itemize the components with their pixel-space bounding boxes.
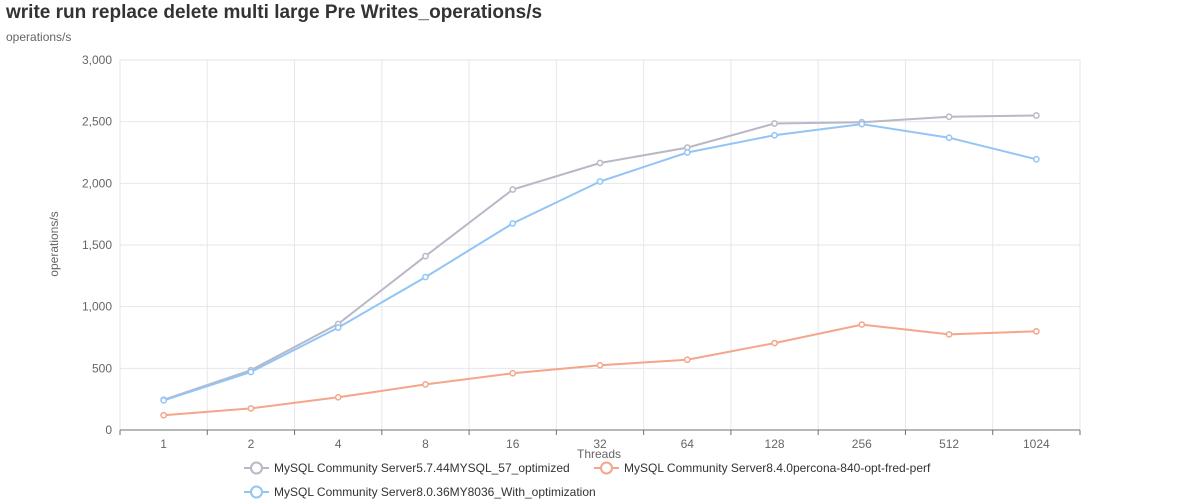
data-point bbox=[422, 252, 429, 260]
x-tick-label: 4 bbox=[335, 437, 342, 451]
data-point bbox=[1033, 112, 1040, 119]
data-point bbox=[858, 321, 866, 328]
data-point bbox=[1033, 155, 1040, 163]
data-point bbox=[596, 159, 604, 167]
data-point bbox=[945, 113, 953, 121]
x-tick-label: 1 bbox=[160, 437, 167, 451]
legend-label: MySQL Community Server5.7.44MYSQL_57_opt… bbox=[274, 461, 570, 475]
legend-circle bbox=[250, 485, 263, 499]
legend-item[interactable]: MySQL Community Server5.7.44MYSQL_57_opt… bbox=[244, 461, 570, 475]
x-tick-label: 256 bbox=[852, 437, 872, 451]
data-point bbox=[945, 331, 953, 338]
data-point bbox=[422, 381, 429, 388]
data-point bbox=[160, 411, 167, 419]
data-point bbox=[509, 369, 517, 377]
series-1 bbox=[160, 112, 1040, 404]
legend-line-circle-icon bbox=[244, 461, 269, 475]
x-tick-label: 1024 bbox=[1023, 437, 1050, 451]
data-point bbox=[422, 273, 429, 281]
data-point bbox=[771, 120, 778, 127]
legend-circle bbox=[250, 461, 263, 475]
legend-line-circle-icon bbox=[594, 461, 619, 475]
line-chart: 0 500 1,000 1,500 2,000 2,500 3,000 1 2 4 8 16 32 64 1… bbox=[47, 53, 1081, 460]
x-tick-label: 512 bbox=[939, 437, 959, 451]
data-point bbox=[509, 220, 517, 227]
legend: MySQL Community Server5.7.44MYSQL_57_opt… bbox=[0, 458, 1200, 500]
legend-item[interactable]: MySQL Community Server8.4.0percona-840-o… bbox=[594, 461, 930, 475]
chart-title: write run replace delete multi large Pre… bbox=[6, 2, 543, 23]
y-tick-label: 1,000 bbox=[82, 300, 112, 314]
data-point bbox=[945, 134, 953, 142]
data-point bbox=[160, 397, 167, 404]
axes: 0 500 1,000 1,500 2,000 2,500 3,000 1 2 4 8 16 32 64 1… bbox=[82, 53, 1081, 451]
data-point bbox=[683, 356, 691, 364]
series-2 bbox=[160, 321, 1040, 419]
data-point bbox=[858, 120, 866, 128]
legend-item[interactable]: MySQL Community Server8.0.36MY8036_With_… bbox=[244, 485, 596, 499]
y-tick-label: 2,500 bbox=[82, 115, 112, 129]
data-point bbox=[509, 186, 517, 193]
legend-label: MySQL Community Server8.4.0percona-840-o… bbox=[624, 461, 931, 475]
x-tick-label: 16 bbox=[506, 437, 520, 451]
legend-line-circle-icon bbox=[244, 485, 269, 499]
x-tick-label: 8 bbox=[422, 437, 429, 451]
legend-circle bbox=[600, 461, 613, 475]
y-tick-label: 2,000 bbox=[82, 176, 112, 190]
data-point bbox=[247, 368, 255, 376]
data-point bbox=[771, 131, 778, 139]
data-point bbox=[596, 178, 604, 185]
x-axis-label: Threads bbox=[577, 447, 621, 460]
data-point bbox=[1033, 327, 1040, 335]
data-point bbox=[771, 339, 778, 347]
y-tick-label: 500 bbox=[92, 361, 112, 375]
series-layer bbox=[160, 112, 1040, 419]
y-tick-label: 1,500 bbox=[82, 238, 112, 252]
data-point bbox=[334, 324, 342, 331]
data-point bbox=[683, 149, 691, 156]
y-tick-label: 0 bbox=[105, 423, 112, 437]
x-tick-label: 32 bbox=[593, 437, 607, 451]
chart-subtitle: operations/s bbox=[6, 30, 72, 44]
data-point bbox=[247, 405, 255, 412]
data-point bbox=[334, 393, 342, 401]
x-tick-label: 128 bbox=[765, 437, 785, 451]
legend-label: MySQL Community Server8.0.36MY8036_With_… bbox=[274, 485, 596, 499]
y-tick-label: 3,000 bbox=[82, 53, 112, 67]
x-tick-label: 2 bbox=[248, 437, 255, 451]
y-axis-label: operations/s bbox=[47, 211, 61, 276]
series-3 bbox=[160, 120, 1040, 404]
x-tick-label: 64 bbox=[681, 437, 695, 451]
grid-lines bbox=[119, 59, 1081, 430]
data-point bbox=[596, 361, 604, 369]
